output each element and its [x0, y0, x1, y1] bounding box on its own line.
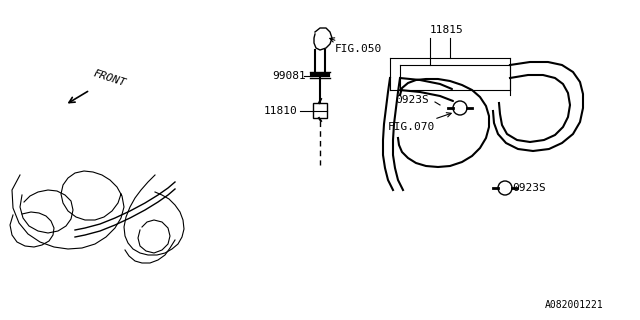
Text: 11815: 11815	[430, 25, 464, 35]
Text: FRONT: FRONT	[92, 68, 127, 88]
Text: 11810: 11810	[264, 106, 298, 116]
Text: 99081: 99081	[272, 71, 306, 81]
Text: A082001221: A082001221	[545, 300, 604, 310]
Bar	[313, 103, 327, 118]
Text: FIG.070: FIG.070	[388, 113, 451, 132]
Text: 0923S: 0923S	[395, 95, 429, 105]
Text: FIG.050: FIG.050	[330, 38, 382, 54]
Text: 0923S: 0923S	[512, 183, 546, 193]
